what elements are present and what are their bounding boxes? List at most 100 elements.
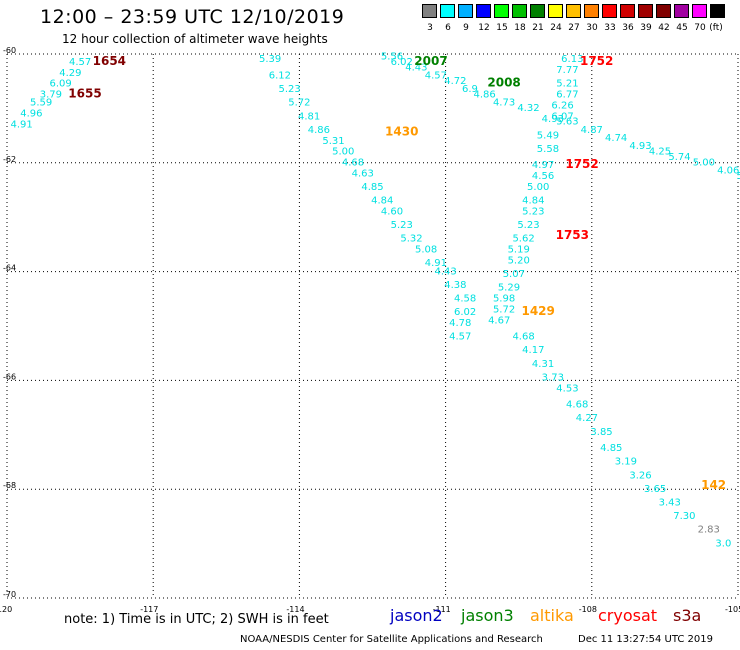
color-scale-label: 30 [586, 23, 598, 33]
swh-value: 5.20 [508, 255, 530, 266]
color-swatch [566, 4, 581, 18]
swh-value: 5.08 [415, 245, 437, 256]
swh-value: 4.96 [20, 109, 42, 120]
swh-value: 6.09 [49, 79, 71, 90]
swh-value: 4.86 [473, 90, 495, 101]
swh-value: 5.31 [322, 136, 344, 147]
swh-value: 4.57 [425, 70, 447, 81]
swh-value: 3.26 [629, 470, 651, 481]
swh-value: 4.91 [425, 258, 447, 269]
color-swatch [710, 4, 725, 18]
swh-value: 5.19 [508, 245, 530, 256]
swh-value: 5.23 [391, 220, 413, 231]
swh-value: 4.25 [649, 147, 671, 158]
swh-value: 6.02 [454, 307, 476, 318]
color-swatch [476, 4, 491, 18]
swh-value: 4.31 [532, 359, 554, 370]
swh-value: 5.11 [737, 171, 740, 182]
color-swatch [602, 4, 617, 18]
swh-value: 4.38 [444, 280, 466, 291]
swh-value: 4.81 [298, 111, 320, 122]
mission-label-s3a: s3a [673, 606, 702, 625]
swh-value: 4.74 [605, 133, 627, 144]
color-swatch [638, 4, 653, 18]
color-scale-label: 12 [478, 23, 490, 33]
swh-value: 7.30 [673, 511, 695, 522]
latitude-label: -70 [3, 590, 16, 599]
pass-time-label: 1752 [565, 157, 598, 171]
swh-value: 6.26 [551, 100, 573, 111]
longitude-label: -114 [286, 605, 304, 614]
swh-value: 6.12 [269, 70, 291, 81]
color-scale-label: 9 [463, 23, 469, 33]
color-swatch [494, 4, 509, 18]
swh-value: 5.23 [279, 84, 301, 95]
swh-value: 5.63 [556, 117, 578, 128]
color-swatch [674, 4, 689, 18]
color-swatch [512, 4, 527, 18]
swh-value: 4.67 [488, 315, 510, 326]
altika-track: 5.39 6.12 5.23 5.72 4.81 4.865.315.004.684.63… [259, 54, 476, 342]
sentinel-3a-track: 4.574.296.093.795.594.964.91 [10, 57, 91, 131]
swh-value: 4.68 [512, 332, 534, 343]
swh-value: 3.43 [659, 498, 681, 509]
swh-value: 3.0 [715, 538, 731, 549]
satellite-tracks: 4.574.296.093.795.594.964.915.396.125.23… [10, 51, 740, 549]
swh-value: 5.23 [517, 220, 539, 231]
swh-value: 5.49 [537, 130, 559, 141]
swh-value: 4.86 [308, 125, 330, 136]
map-subtitle: 12 hour collection of altimeter wave hei… [62, 32, 328, 46]
swh-value: 4.57 [449, 332, 471, 343]
color-swatch [440, 4, 455, 18]
color-scale-label: 39 [640, 23, 652, 33]
swh-value: 6.07 [551, 111, 573, 122]
swh-value: 4.53 [556, 383, 578, 394]
pass-time-label: 1655 [68, 87, 101, 101]
pass-time-label: 1430 [385, 125, 418, 139]
swh-value: 5.98 [493, 294, 515, 305]
longitude-label: -105 [725, 605, 740, 614]
map-tick-labels: -60 -62 -64 -66 -68 -70 -120 -117 -114 -111 -108 -1… [0, 46, 740, 614]
mission-label-altika: altika [530, 606, 574, 625]
swh-value: 5.72 [493, 304, 515, 315]
swh-value: 4.43 [405, 62, 427, 73]
swh-value: 5.07 [503, 269, 525, 280]
swh-value: 5.59 [30, 98, 52, 109]
swh-value: 5.74 [668, 152, 690, 163]
swh-value: 4.57 [69, 57, 91, 68]
color-swatch [656, 4, 671, 18]
latitude-label: -60 [3, 46, 16, 55]
color-swatch [692, 4, 707, 18]
color-scale-label: 3 [427, 23, 433, 33]
swh-value: 3.79 [40, 90, 62, 101]
swh-value: 4.32 [517, 103, 539, 114]
color-scale-unit: (ft) [709, 23, 723, 33]
swh-value: 6.9 [462, 84, 478, 95]
color-swatch [548, 4, 563, 18]
color-swatch [530, 4, 545, 18]
swh-value: 3.19 [615, 457, 637, 468]
color-scale-label: 33 [604, 23, 616, 33]
color-scale-label: 70 [694, 23, 706, 33]
swh-value: 4.56 [532, 171, 554, 182]
swh-value: 4.93 [629, 141, 651, 152]
swh-value: 4.87 [581, 125, 603, 136]
mission-label-jason2: jason2 [390, 606, 443, 625]
pass-time-label: 142 [701, 478, 726, 492]
map-title: 12:00 – 23:59 UTC 12/10/2019 [40, 6, 345, 28]
swh-value: 4.27 [576, 413, 598, 424]
latitude-label: -62 [3, 155, 16, 164]
color-scale-label: 24 [550, 23, 562, 33]
swh-value: 4.73 [493, 98, 515, 109]
swh-value: 6.77 [556, 90, 578, 101]
pass-time-label: 1753 [556, 228, 589, 242]
swh-value: 5.00 [332, 147, 354, 158]
swh-value: 4.85 [600, 443, 622, 454]
swh-value: 2.83 [698, 525, 720, 536]
longitude-label: -117 [140, 605, 158, 614]
pass-time-label: 1752 [580, 54, 613, 68]
swh-value: 4.85 [361, 182, 383, 193]
swh-value: 5.58 [537, 144, 559, 155]
swh-value: 3.73 [542, 372, 564, 383]
